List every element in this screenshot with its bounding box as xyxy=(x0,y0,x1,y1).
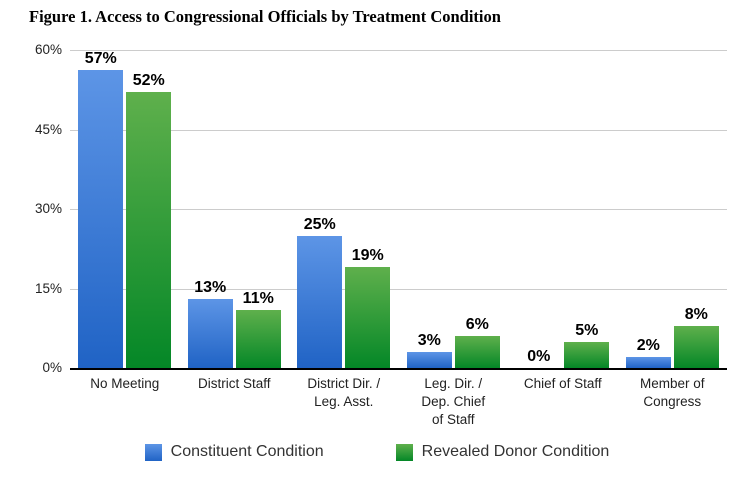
y-tick-label-60: 60% xyxy=(34,42,62,57)
chart-title: Figure 1. Access to Congressional Offici… xyxy=(29,7,501,26)
bar-column: 5% xyxy=(564,50,610,368)
bar-group: 0% 5% xyxy=(508,50,618,368)
y-tick-label-30: 30% xyxy=(34,201,62,216)
legend: Constituent Condition Revealed Donor Cond… xyxy=(0,443,754,461)
x-tick-label: Member of Congress xyxy=(639,376,705,409)
bar-group: 25% 19% xyxy=(289,50,399,368)
bar-value-label: 25% xyxy=(303,215,336,233)
bar-value-label: 13% xyxy=(194,279,227,297)
legend-item-revealed-donor: Revealed Donor Condition xyxy=(395,443,610,461)
legend-item-constituent: Constituent Condition xyxy=(144,443,324,461)
bar-column: 25% xyxy=(297,50,343,368)
bar-constituent xyxy=(625,357,671,368)
bar-constituent xyxy=(187,299,233,368)
legend-swatch-icon xyxy=(395,443,413,461)
bar-value-label: 3% xyxy=(417,332,441,350)
bar-value-label: 11% xyxy=(242,289,274,307)
bar-group: 3% 6% xyxy=(399,50,509,368)
x-tick-label: District Dir. / Leg. Asst. xyxy=(307,376,381,409)
bar-column: 2% xyxy=(625,50,671,368)
bar-value-label: 8% xyxy=(684,305,708,323)
bar-column: 6% xyxy=(454,50,500,368)
bar-value-label: 0% xyxy=(527,348,551,365)
bar-column: 19% xyxy=(345,50,391,368)
bar-revealed-donor xyxy=(454,336,500,368)
bar-constituent xyxy=(78,70,124,368)
bar-value-label: 57% xyxy=(84,50,117,67)
y-tick-label-15: 15% xyxy=(34,280,62,296)
bar-constituent xyxy=(297,235,343,368)
bar-group: 2% 8% xyxy=(618,50,728,368)
bar-column: 13% xyxy=(187,50,233,368)
bar-column: 3% xyxy=(406,50,452,368)
plot-area: 57% 52% 13% 11% 25% 19% 3% 6% 0% 5% 2% 8% xyxy=(70,50,727,370)
bar-revealed-donor xyxy=(126,92,172,368)
gridline-30 xyxy=(70,209,727,210)
y-tick-label-45: 45% xyxy=(34,121,62,137)
bar-groups: 57% 52% 13% 11% 25% 19% 3% 6% 0% 5% 2% 8% xyxy=(70,50,727,368)
bar-constituent xyxy=(406,352,452,368)
bar-revealed-donor xyxy=(564,341,610,368)
legend-label: Revealed Donor Condition xyxy=(421,443,610,460)
bar-group: 13% 11% xyxy=(180,50,290,368)
bar-revealed-donor xyxy=(673,325,719,368)
bar-value-label: 5% xyxy=(575,321,599,339)
x-tick-label: Chief of Staff xyxy=(523,376,602,391)
legend-swatch-icon xyxy=(144,443,162,461)
bar-value-label: 2% xyxy=(636,337,660,355)
bar-value-label: 19% xyxy=(351,247,384,265)
bar-column: 11% xyxy=(235,50,281,368)
bar-value-label: 52% xyxy=(132,72,165,90)
legend-label: Constituent Condition xyxy=(170,443,324,460)
x-tick-label: No Meeting xyxy=(90,376,160,391)
x-axis-labels: No Meeting District Staff District Dir. / … xyxy=(70,375,727,429)
y-tick-label-0: 0% xyxy=(42,360,62,375)
bar-column: 0% xyxy=(516,50,561,368)
bar-value-label: 6% xyxy=(465,316,489,334)
bar-column: 57% xyxy=(78,50,124,368)
gridline-45 xyxy=(70,129,727,131)
bar-revealed-donor xyxy=(345,267,391,368)
gridline-15 xyxy=(70,288,727,290)
bar-revealed-donor xyxy=(235,309,281,368)
bar-column: 8% xyxy=(673,50,719,368)
bar-column: 52% xyxy=(126,50,172,368)
x-tick-label: District Staff xyxy=(197,376,271,391)
x-tick-label: Leg. Dir. / Dep. Chief of Staff xyxy=(421,376,486,427)
bar-group: 57% 52% xyxy=(70,50,180,368)
gridline-60 xyxy=(70,50,727,51)
